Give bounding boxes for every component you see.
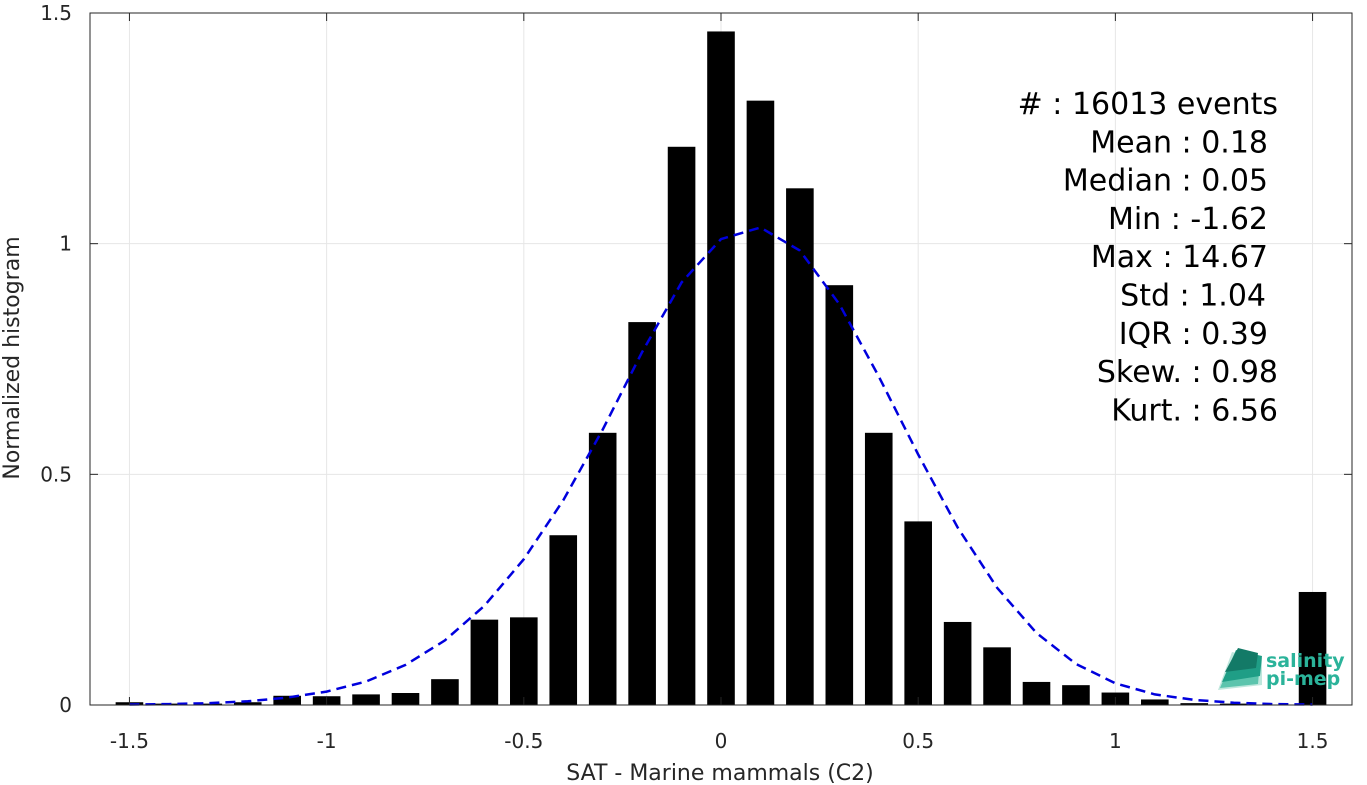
histogram-bar: [391, 693, 420, 705]
x-tick-label: 0.5: [902, 729, 934, 753]
histogram-bar: [1062, 685, 1090, 705]
stats-line: Min : -1.62: [1108, 202, 1268, 237]
histogram-bar: [1298, 591, 1327, 705]
y-tick-label: 1.5: [40, 1, 72, 25]
histogram-bar: [707, 31, 735, 706]
histogram-bar: [746, 100, 775, 706]
histogram-bar: [549, 535, 578, 705]
histogram-bar: [273, 695, 301, 705]
histogram-bar: [194, 703, 223, 705]
histogram-bar: [352, 694, 380, 705]
histogram-bar: [864, 432, 893, 705]
logo-text-line1: salinity: [1266, 650, 1345, 672]
histogram-bar: [825, 285, 854, 705]
y-tick-label: 0: [59, 693, 72, 717]
x-tick-label: 1: [1109, 729, 1122, 753]
histogram-bar: [1022, 681, 1051, 705]
stats-line: Kurt. : 6.56: [1111, 393, 1278, 428]
stats-line: Median : 0.05: [1063, 164, 1268, 199]
x-tick-labels: -1.5 -1 -0.5 0 0.5 1 1.5: [110, 729, 1329, 753]
x-axis-label: SAT - Marine mammals (C2): [566, 761, 874, 785]
x-tick-label: 1.5: [1297, 729, 1329, 753]
normal-fit-curve: [129, 226, 1313, 706]
histogram-bar: [1141, 699, 1169, 705]
stats-line: # : 16013 events: [1018, 87, 1278, 122]
y-tick-label: 0.5: [40, 462, 72, 486]
tick-marks: [90, 12, 1352, 706]
stats-line: Std : 1.04: [1120, 279, 1266, 314]
histogram-bar: [904, 521, 932, 705]
histogram-bar: [588, 432, 617, 705]
stats-line: Max : 14.67: [1091, 240, 1268, 275]
histogram-bar: [667, 146, 696, 705]
histogram-bar: [510, 617, 538, 705]
x-tick-label: -1.5: [110, 729, 149, 753]
stats-line: IQR : 0.39: [1119, 317, 1268, 352]
histogram-bar: [1180, 703, 1209, 705]
y-axis-label: Normalized histogram: [0, 236, 25, 479]
histogram-bar: [233, 702, 262, 705]
histogram-bar: [786, 188, 814, 706]
x-tick-label: -0.5: [504, 729, 543, 753]
y-tick-label: 1: [59, 232, 72, 256]
histogram-bar: [983, 647, 1011, 705]
histogram-bar: [1219, 703, 1248, 705]
x-tick-label: -1: [317, 729, 337, 753]
stats-line: Skew. : 0.98: [1097, 355, 1278, 390]
y-tick-labels: 0 0.5 1 1.5: [40, 1, 72, 717]
histogram-bar: [628, 322, 656, 705]
logo-text-line2: pi-mep: [1266, 668, 1340, 690]
salinity-pimep-logo: salinity pi-mep: [1218, 648, 1345, 690]
histogram-bar: [943, 621, 972, 705]
logo-icon: [1218, 648, 1262, 690]
histogram-bar: [431, 679, 459, 705]
x-tick-label: 0: [715, 729, 728, 753]
stats-line: Mean : 0.18: [1090, 125, 1268, 160]
histogram-bar: [470, 619, 499, 705]
bars-group: [115, 31, 1327, 706]
